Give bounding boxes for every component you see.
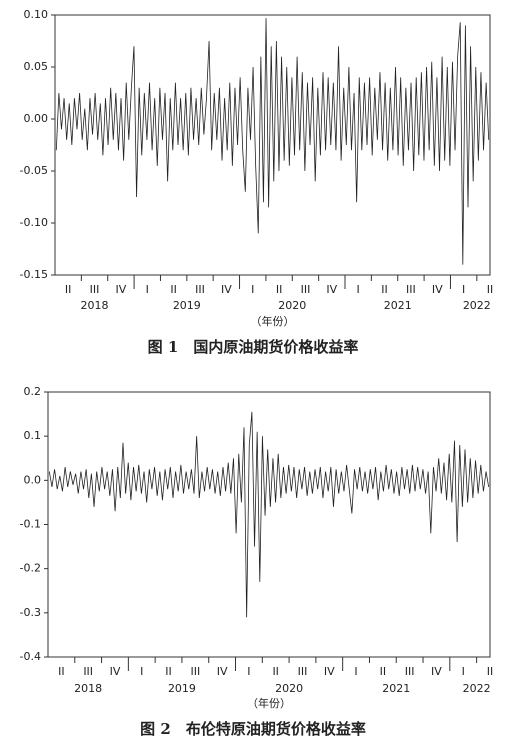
plot-frame — [54, 14, 491, 276]
x-quarter-label: III — [83, 665, 93, 678]
x-quarter-label: I — [462, 283, 465, 296]
y-tick-label: -0.1 — [20, 518, 41, 531]
x-quarter-label: I — [357, 283, 360, 296]
x-quarter-label: IV — [217, 665, 228, 678]
plot-frame — [47, 391, 491, 658]
x-quarter-label: IV — [431, 665, 442, 678]
x-year-label: 2018 — [74, 682, 102, 695]
x-quarter-label: III — [190, 665, 200, 678]
x-year-label: 2019 — [173, 299, 201, 312]
y-tick-label: -0.2 — [20, 562, 41, 575]
x-quarter-label: IV — [110, 665, 121, 678]
x-year-label: 2022 — [463, 299, 491, 312]
x-quarter-label: IV — [116, 283, 127, 296]
y-tick-label: 0.10 — [24, 8, 49, 21]
x-year-label: 2020 — [278, 299, 306, 312]
y-tick-label: 0.1 — [24, 429, 42, 442]
x-quarter-label: IV — [432, 283, 443, 296]
x-quarter-label: III — [301, 283, 311, 296]
x-quarter-label: II — [170, 283, 177, 296]
x-quarter-label: I — [146, 283, 149, 296]
figure-caption: 图 1 国内原油期货价格收益率 — [148, 338, 359, 356]
x-year-label: 2019 — [168, 682, 196, 695]
x-quarter-label: I — [354, 665, 357, 678]
x-quarter-label: II — [165, 665, 172, 678]
x-quarter-label: II — [487, 283, 494, 296]
x-quarter-label: III — [405, 665, 415, 678]
x-quarter-label: II — [381, 283, 388, 296]
x-axis-label: （年份） — [247, 696, 291, 710]
y-tick-label: -0.10 — [20, 216, 48, 229]
x-quarter-label: I — [462, 665, 465, 678]
x-year-label: 2021 — [384, 299, 412, 312]
x-quarter-label: II — [272, 665, 279, 678]
series-line — [48, 411, 490, 618]
x-quarter-label: III — [298, 665, 308, 678]
x-quarter-label: II — [58, 665, 65, 678]
y-tick-label: 0.05 — [24, 60, 49, 73]
x-quarter-label: I — [140, 665, 143, 678]
x-year-label: 2020 — [275, 682, 303, 695]
x-quarter-label: III — [195, 283, 205, 296]
x-quarter-label: III — [406, 283, 416, 296]
y-tick-label: -0.05 — [20, 164, 48, 177]
x-quarter-label: I — [251, 283, 254, 296]
x-quarter-label: II — [487, 665, 494, 678]
y-tick-label: 0.0 — [24, 473, 42, 486]
x-year-label: 2018 — [81, 299, 109, 312]
x-quarter-label: II — [380, 665, 387, 678]
y-tick-label: -0.15 — [20, 268, 48, 281]
figure-caption: 图 2 布伦特原油期货价格收益率 — [140, 720, 366, 738]
x-year-label: 2022 — [463, 682, 491, 695]
series-line — [55, 18, 490, 265]
x-year-label: 2021 — [382, 682, 410, 695]
x-quarter-label: IV — [221, 283, 232, 296]
x-quarter-label: II — [65, 283, 72, 296]
y-tick-label: -0.3 — [20, 606, 41, 619]
y-tick-label: 0.00 — [24, 112, 49, 125]
y-tick-label: -0.4 — [20, 650, 41, 663]
x-quarter-label: I — [247, 665, 250, 678]
x-quarter-label: III — [90, 283, 100, 296]
x-axis-label: （年份） — [251, 314, 295, 328]
x-quarter-label: IV — [326, 283, 337, 296]
x-quarter-label: II — [276, 283, 283, 296]
x-quarter-label: IV — [324, 665, 335, 678]
y-tick-label: 0.2 — [24, 385, 42, 398]
